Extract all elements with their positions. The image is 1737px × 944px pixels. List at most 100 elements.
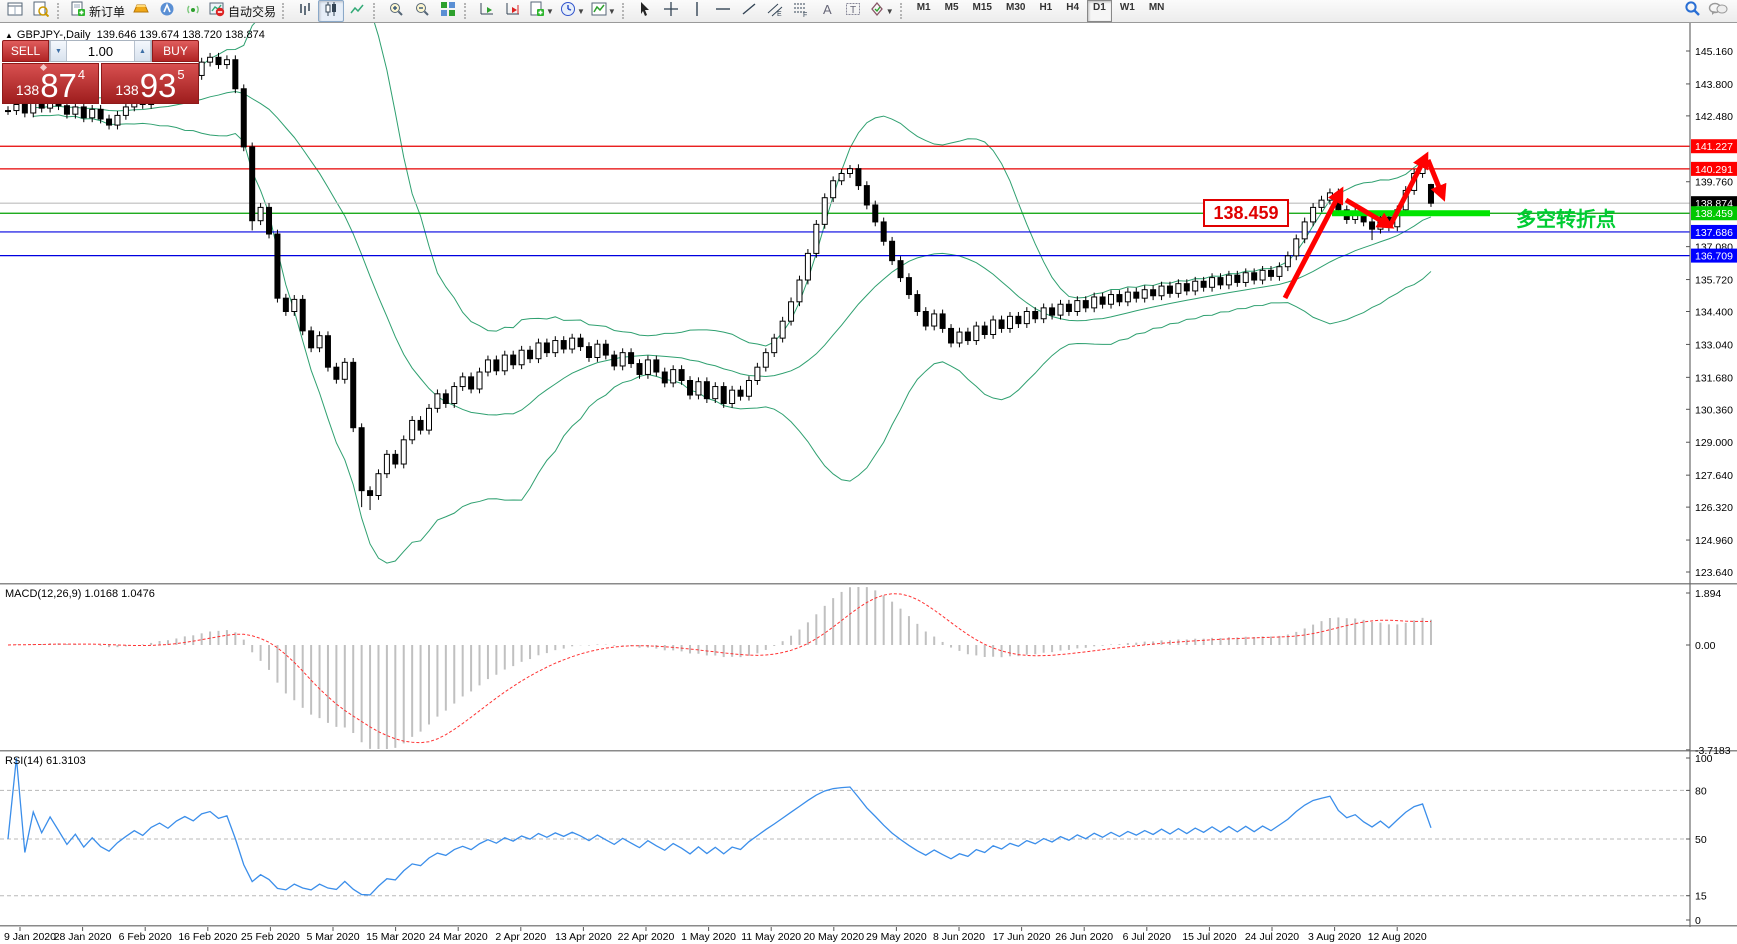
new-order-button[interactable]: 新订单 [67, 0, 128, 22]
candle-body [1293, 238, 1300, 257]
text-label-button[interactable]: T [840, 0, 866, 22]
support-zone-bar [1332, 210, 1490, 217]
candle-body [838, 173, 845, 182]
volume-decrease-button[interactable]: ▼ [50, 41, 67, 61]
candle-body [215, 56, 222, 66]
buy-price-panel[interactable]: 138 93 5 [101, 63, 199, 104]
sell-button[interactable]: SELL [2, 40, 49, 62]
rsi-tick-label: 80 [1695, 785, 1707, 797]
cursor-icon [637, 1, 653, 22]
horizontal-line-button[interactable] [710, 0, 736, 22]
bollinger-middle [33, 90, 1432, 416]
turning-point-text[interactable]: 多空转折点 [1516, 209, 1616, 231]
candlestick-chart-button[interactable] [318, 0, 345, 22]
price-tick-label: 143.800 [1695, 79, 1733, 91]
candle-body [535, 342, 542, 360]
candle-body [341, 361, 348, 380]
arrows-icon [869, 1, 885, 22]
templates-button[interactable]: ▼ [526, 0, 557, 22]
market-watch-button[interactable] [2, 0, 28, 22]
date-tick-label: 1 May 2020 [681, 931, 736, 943]
fibonacci-button[interactable]: F [788, 0, 814, 22]
candlestick-chart-icon [323, 1, 339, 22]
zoom-in-button[interactable] [383, 0, 409, 22]
tab-timeframe-w1[interactable]: W1 [1119, 2, 1135, 13]
date-tick-label: 22 Apr 2020 [618, 931, 675, 943]
vertical-line-button[interactable] [684, 0, 710, 22]
chart-shift-icon [505, 1, 521, 22]
signals-button[interactable] [180, 0, 206, 22]
zoom-out-button[interactable] [409, 0, 435, 22]
date-tick-label: 2 Apr 2020 [495, 931, 546, 943]
volume-increase-button[interactable]: ▲ [134, 41, 151, 61]
crosshair-button[interactable] [658, 0, 684, 22]
candle-body [922, 310, 929, 327]
candle-body [282, 297, 289, 312]
search-icon [1684, 0, 1701, 22]
date-tick-label: 6 Jul 2020 [1123, 931, 1172, 943]
date-tick-label: 20 May 2020 [803, 931, 864, 943]
buy-button[interactable]: BUY [152, 40, 199, 62]
candle-body [426, 407, 432, 431]
tab-timeframe-h4[interactable]: H4 [1066, 2, 1080, 13]
tab-timeframe-mn[interactable]: MN [1148, 2, 1165, 13]
trend-arrow [1282, 186, 1344, 300]
arrows-button[interactable]: ▼ [866, 0, 897, 22]
tab-timeframe-m30[interactable]: M30 [1005, 2, 1026, 13]
bar-chart-button[interactable] [292, 0, 318, 22]
candle-body [914, 294, 921, 312]
chat-icon [1708, 1, 1728, 22]
price-badge-label: 137.686 [1695, 227, 1733, 239]
toolbar-grip [899, 3, 907, 19]
date-tick-label: 9 Jan 2020 [4, 931, 56, 943]
candle-body [400, 439, 407, 465]
date-tick-label: 11 May 2020 [741, 931, 801, 943]
candle-body [274, 233, 281, 299]
tab-timeframe-m1[interactable]: M1 [916, 2, 931, 13]
price-tick-label: 135.720 [1695, 275, 1733, 287]
gold-icon [132, 1, 150, 22]
sell-price-panel[interactable]: 138 87 4 [2, 63, 99, 104]
text-button[interactable]: A [814, 0, 840, 22]
support-price-label[interactable]: 138.459 [1203, 199, 1289, 227]
line-chart-icon [349, 1, 365, 22]
tab-timeframe-h1[interactable]: H1 [1039, 2, 1053, 13]
chat-button[interactable] [1705, 0, 1731, 22]
candle-body [392, 453, 399, 465]
auto-scroll-button[interactable] [474, 0, 500, 22]
line-chart-button[interactable] [344, 0, 370, 22]
gold-button[interactable] [128, 0, 154, 22]
price-badge [1691, 206, 1737, 221]
equidistant-channel-button[interactable]: E [762, 0, 788, 22]
candle-body [451, 386, 458, 404]
trendline-button[interactable] [736, 0, 762, 22]
metaeditor-icon [159, 1, 175, 22]
metaeditor-button[interactable] [154, 0, 180, 22]
autotrading-button[interactable]: 自动交易 [206, 0, 279, 22]
candle-body [771, 337, 778, 354]
date-tick-label: 6 Feb 2020 [119, 931, 172, 943]
tab-timeframe-m15[interactable]: M15 [972, 2, 992, 13]
search-button[interactable] [1679, 0, 1705, 22]
periods-button[interactable]: ▼ [557, 0, 588, 22]
candle-body [468, 376, 475, 390]
tab-timeframe-m5[interactable]: M5 [944, 2, 959, 13]
chart-ohlc-title: ▲ GBPJPY-,Daily 139.646 139.674 138.720 1… [5, 29, 265, 41]
toolbar: 新订单 自动交易 ▼ ▼ ▼ E F A T ▼ M1 [0, 0, 1737, 23]
indicators-caret: ▼ [607, 6, 616, 16]
navigator-button[interactable] [28, 0, 54, 22]
tab-timeframe-d1[interactable]: D1 [1087, 0, 1112, 22]
svg-text:A: A [823, 2, 832, 17]
cursor-button[interactable] [632, 0, 658, 22]
chart-shift-button[interactable] [500, 0, 526, 22]
collapse-triangle-icon[interactable]: ▲ [5, 31, 13, 40]
tile-windows-button[interactable] [435, 0, 461, 22]
price-tick-label: 131.680 [1695, 372, 1733, 384]
trendline-icon [741, 1, 757, 22]
zoom-out-icon [414, 1, 430, 22]
toolbar-grip [621, 3, 629, 19]
indicators-button[interactable]: ▼ [588, 0, 619, 22]
volume-input[interactable] [67, 41, 134, 61]
candle-body [1427, 183, 1434, 204]
